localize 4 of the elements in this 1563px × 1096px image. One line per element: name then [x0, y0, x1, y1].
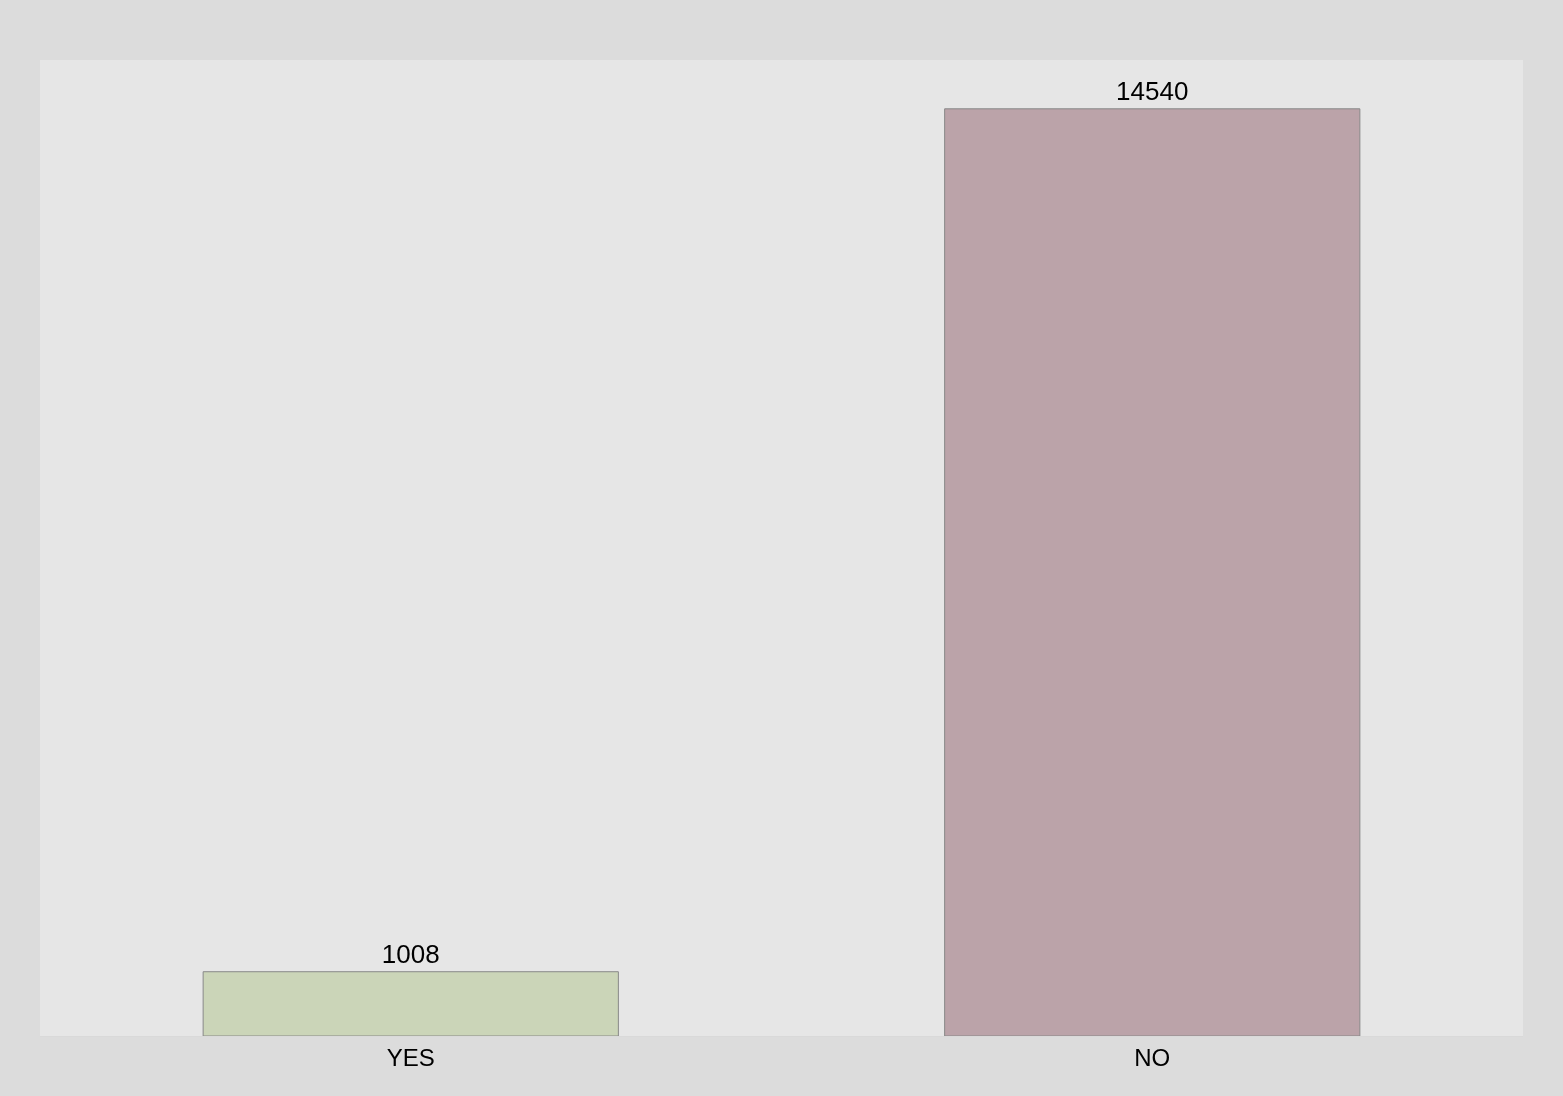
data-label: 1008 — [381, 938, 440, 969]
x-tick-label: NO — [1134, 1043, 1171, 1071]
x-tick-label: YES — [386, 1043, 435, 1071]
data-label: 14540 — [1116, 75, 1189, 106]
